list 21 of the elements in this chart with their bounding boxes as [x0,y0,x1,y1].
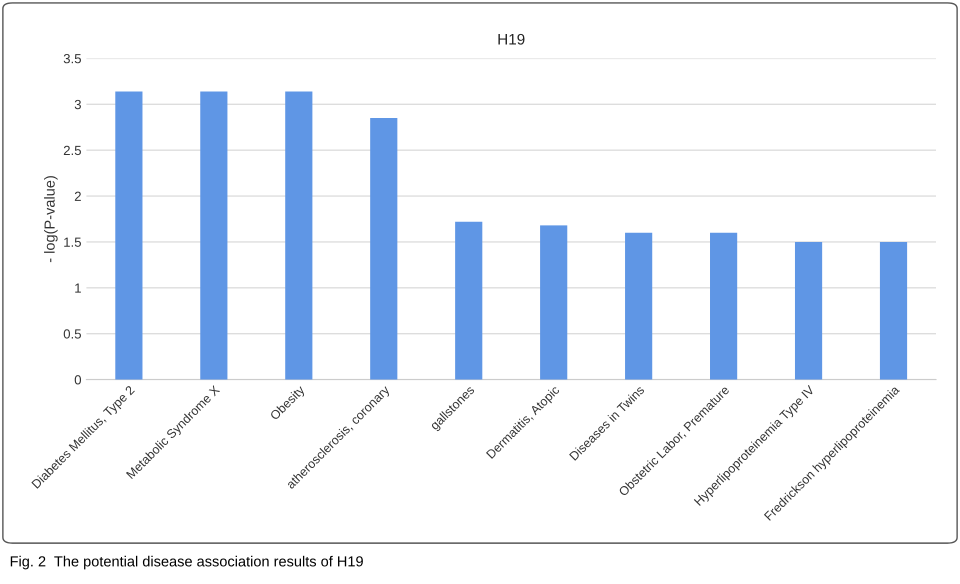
bar [794,242,822,380]
chart-title: H19 [498,34,524,45]
bar [625,232,652,380]
caption: Fig. 2 The potential disease association results of H19 [10,556,363,570]
bar [540,225,568,380]
bar [455,222,482,380]
bar [370,118,398,380]
bar [115,91,142,380]
y-tick-label: 0.5 [64,329,81,339]
y-axis-title: - log(P-value) [44,176,58,262]
y-tick-label: 2 [74,192,81,201]
bar [880,242,908,380]
bar [285,91,312,380]
y-tick-label: 3.5 [64,54,81,64]
y-tick-label: 1.5 [64,238,81,247]
y-tick-label: 2.5 [64,146,81,156]
bar [710,232,738,380]
y-tick-label: 0 [74,375,82,385]
y-tick-label: 1 [75,284,81,293]
y-tick-label: 3 [74,100,81,110]
bar [200,91,228,380]
